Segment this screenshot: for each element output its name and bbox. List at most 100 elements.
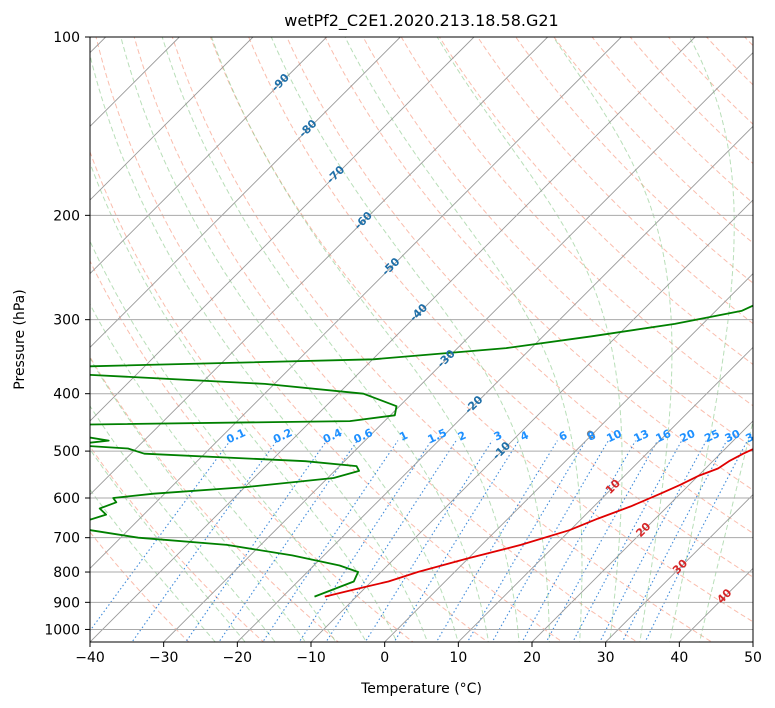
mixing-ratio-lines — [90, 440, 748, 642]
dry-adiabat — [90, 150, 489, 642]
mixing-ratio-label: 10 — [604, 427, 624, 445]
profile-lines — [90, 304, 753, 598]
isotherm — [531, 420, 753, 642]
isotherm-label: -20 — [462, 393, 485, 416]
dry-adiabat — [90, 259, 414, 642]
mixing-ratio-label: 4 — [518, 428, 531, 443]
mixing-ratio-label: 20 — [678, 427, 698, 445]
mixing-ratio-line — [90, 440, 231, 632]
moist-adiabat — [436, 37, 623, 642]
dry-adiabat — [515, 37, 753, 284]
mixing-ratio-label: 0.1 — [224, 426, 247, 446]
x-tick-label: 50 — [744, 650, 762, 666]
dry-adiabat — [667, 37, 753, 125]
y-tick-label: 500 — [53, 444, 80, 460]
moist-adiabat — [120, 37, 459, 642]
dry-adiabat — [133, 37, 638, 642]
pressure-gridlines — [90, 37, 753, 630]
mixing-ratio-label: 30 — [723, 427, 743, 445]
isotherm-label: -30 — [435, 347, 458, 370]
temperature-profile — [324, 448, 753, 598]
isotherm — [90, 37, 548, 496]
isotherm-label: -10 — [490, 439, 513, 462]
x-tick-label: 40 — [670, 650, 688, 666]
isotherm — [90, 37, 475, 422]
mixing-ratio-line — [572, 440, 683, 642]
mixing-ratio-line — [466, 440, 587, 642]
moist-adiabat — [211, 37, 520, 642]
dry-adiabat — [90, 356, 340, 642]
moist-adiabat — [699, 419, 753, 642]
isotherm — [90, 37, 622, 569]
isotherm — [90, 37, 254, 201]
y-tick-label: 800 — [53, 565, 80, 581]
dry-adiabat — [286, 37, 753, 534]
y-tick-label: 700 — [53, 531, 80, 547]
x-tick-label: −40 — [75, 650, 105, 666]
y-tick-label: 200 — [53, 208, 80, 224]
isotherm-label: 40 — [714, 586, 734, 606]
isotherm — [90, 37, 401, 348]
mixing-ratio-label: 0.6 — [352, 426, 375, 446]
moist-adiabat — [270, 37, 550, 642]
dry-adiabat — [324, 37, 753, 491]
mixing-ratio-line — [521, 440, 637, 642]
mixing-ratio-label: 13 — [632, 427, 651, 445]
y-tick-label: 100 — [53, 30, 80, 46]
moist-adiabat — [161, 37, 490, 642]
mixing-ratio-line — [599, 440, 707, 642]
x-tick-label: 0 — [380, 650, 389, 666]
mixing-ratio-label: 1.5 — [426, 426, 449, 446]
dry-adiabat — [209, 37, 753, 623]
isotherm — [384, 273, 753, 642]
dry-adiabat — [362, 37, 753, 449]
moist-adiabat — [90, 448, 246, 642]
x-tick-label: 10 — [449, 650, 467, 666]
x-tick-label: −10 — [296, 650, 326, 666]
isotherm-label: -80 — [296, 117, 319, 140]
isotherm — [605, 494, 753, 642]
dry-adiabat — [95, 37, 564, 642]
mixing-ratio-line — [491, 440, 609, 642]
dry-adiabat — [90, 445, 265, 642]
x-axis-ticks: −40 −30 −20 −10 0 10 20 30 40 50 — [75, 642, 762, 666]
mixing-ratio-line — [545, 440, 659, 642]
mixing-ratio-line — [262, 440, 399, 642]
x-axis-title: Temperature (°C) — [360, 681, 482, 697]
isotherm — [90, 37, 327, 275]
mixing-ratio-label: 1 — [397, 429, 409, 444]
moist-adiabat — [344, 37, 583, 642]
dry-adiabat — [90, 531, 190, 642]
y-tick-label: 400 — [53, 387, 80, 403]
dry-adiabat — [629, 37, 753, 165]
isotherm-label: 10 — [603, 476, 623, 496]
mixing-ratio-line — [298, 440, 432, 642]
mixing-ratio-label: 16 — [654, 427, 674, 445]
dry-adiabats — [90, 37, 753, 642]
y-tick-label: 300 — [53, 313, 80, 329]
isotherm-label: -70 — [324, 163, 347, 186]
moist-adiabat — [90, 303, 337, 642]
isotherm — [458, 346, 753, 642]
x-tick-label: 30 — [597, 650, 615, 666]
isotherm — [237, 125, 753, 642]
isotherm — [310, 199, 753, 642]
y-axis-title: Pressure (hPa) — [12, 289, 28, 389]
mixing-ratio-line — [131, 440, 278, 642]
moist-adiabat — [90, 357, 306, 642]
isotherms — [90, 37, 753, 642]
dry-adiabat — [744, 37, 753, 47]
isotherm — [163, 52, 753, 642]
isotherm-label: -40 — [407, 301, 430, 324]
dry-adiabat — [705, 37, 753, 86]
mixing-ratio-label: 2 — [456, 429, 468, 444]
moist-adiabat — [90, 161, 398, 642]
mixing-ratio-line — [621, 440, 728, 642]
chart-title: wetPf2_C2E1.2020.213.18.58.G21 — [284, 11, 558, 31]
dewpoint-profile — [90, 304, 753, 598]
moist-adiabat — [669, 37, 735, 642]
isotherm — [679, 567, 753, 642]
x-tick-label: −20 — [223, 650, 253, 666]
